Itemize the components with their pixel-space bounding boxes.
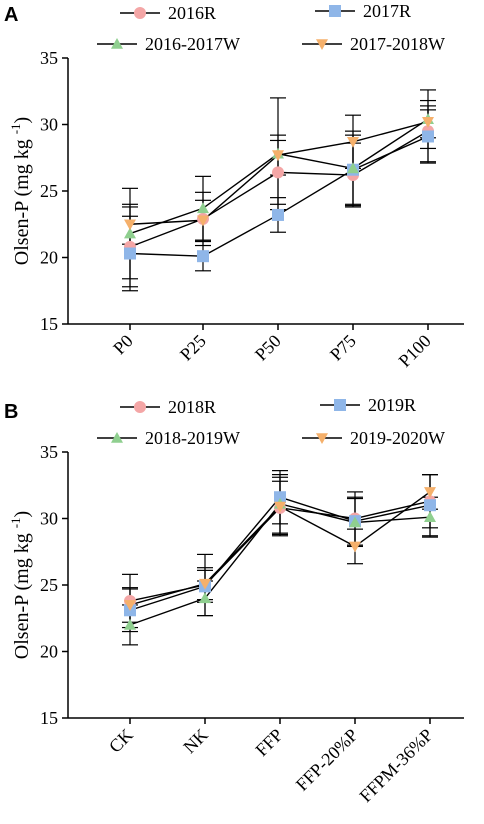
legend-label-a-2: 2016-2017W (145, 34, 240, 54)
legend-marker-a-3 (316, 39, 328, 50)
data-point-a-1-1 (197, 250, 209, 263)
y-tick-label-b-30: 30 (40, 509, 58, 529)
y-tick-label-a-25: 25 (40, 181, 58, 201)
legend-label-a-1: 2017R (363, 1, 411, 21)
y-tick-label-a-15: 15 (40, 314, 58, 334)
x-tick-label-a-4: P100 (395, 331, 435, 371)
x-tick-label-a-0: P0 (109, 331, 137, 359)
y-tick-label-a-30: 30 (40, 115, 58, 135)
legend-marker-a-0 (134, 7, 146, 19)
legend-label-a-0: 2016R (168, 3, 216, 23)
x-tick-label-a-3: P75 (326, 331, 360, 365)
data-point-a-3-0 (124, 219, 136, 231)
legend-marker-b-0 (134, 401, 146, 413)
legend-label-b-2: 2018-2019W (145, 428, 240, 448)
x-tick-label-b-0: CK (105, 725, 137, 757)
data-point-a-3-2 (272, 150, 284, 162)
y-axis-title-a: Olsen-P (mg kg -1) (8, 117, 33, 265)
data-point-a-2-0 (124, 227, 136, 239)
legend-marker-b-1 (334, 399, 346, 411)
panel-label-b: B (4, 401, 18, 423)
data-point-a-1-4 (422, 130, 434, 143)
legend-marker-a-1 (329, 5, 341, 17)
data-point-a-3-1 (197, 215, 209, 227)
y-axis-title-b: Olsen-P (mg kg -1) (8, 511, 33, 659)
data-point-b-1-4 (424, 499, 436, 512)
legend-label-b-0: 2018R (168, 397, 216, 417)
x-tick-label-b-3: FFP-20%P (292, 725, 362, 795)
data-point-b-2-4 (424, 511, 436, 522)
data-point-b-2-3 (349, 516, 361, 528)
data-point-b-3-0 (124, 600, 136, 611)
data-point-b-3-2 (274, 501, 286, 513)
legend-label-b-3: 2019-2020W (350, 428, 445, 448)
y-tick-label-a-35: 35 (40, 48, 58, 68)
y-tick-label-b-20: 20 (40, 642, 58, 662)
legend-marker-a-2 (111, 38, 123, 49)
data-point-a-1-0 (124, 247, 136, 260)
chart-panel-a: 15 20 25 30 35 P0 P25 P50 P75 P100 Olsen-P (mg kg … (8, 1, 464, 371)
data-point-b-2-1 (199, 592, 211, 604)
x-tick-label-a-1: P25 (176, 331, 210, 365)
x-tick-label-b-2: FFP (251, 725, 286, 760)
data-point-a-2-3 (347, 162, 359, 174)
data-point-b-3-4 (424, 487, 436, 498)
legend-marker-b-3 (316, 433, 328, 444)
data-point-a-0-2 (272, 166, 284, 179)
x-tick-label-b-1: NK (179, 725, 212, 758)
legend-label-a-3: 2017-2018W (350, 34, 445, 54)
y-tick-label-b-15: 15 (40, 708, 58, 728)
y-tick-label-b-25: 25 (40, 575, 58, 595)
legend-marker-b-2 (111, 432, 123, 443)
y-tick-label-a-20: 20 (40, 248, 58, 268)
data-point-b-3-3 (349, 541, 361, 553)
data-point-a-3-4 (422, 117, 434, 128)
x-tick-label-a-2: P50 (251, 331, 285, 365)
data-point-a-2-1 (197, 202, 209, 214)
x-tick-label-b-4: FFPM-36%P (355, 725, 436, 806)
panel-label-a: A (4, 4, 18, 26)
data-point-b-3-1 (199, 578, 211, 590)
data-point-b-2-0 (124, 618, 136, 630)
data-point-a-1-2 (272, 208, 284, 221)
data-point-b-1-2 (274, 491, 286, 504)
legend-label-b-1: 2019R (368, 395, 416, 415)
y-tick-label-b-35: 35 (40, 442, 58, 462)
data-point-a-3-3 (347, 136, 359, 148)
